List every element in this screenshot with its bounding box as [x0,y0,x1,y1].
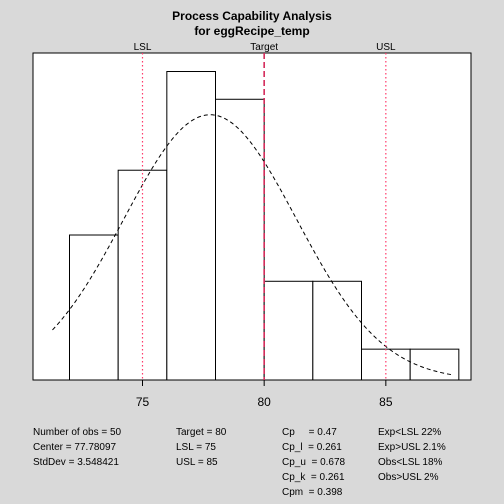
histogram-bar [69,234,119,381]
normal-density-curve [52,114,452,376]
histogram-bar [263,280,314,381]
spec-label-target: Target [250,42,278,53]
stat-line: Target = 80 [176,427,227,438]
chart-title: Process Capability Analysis [172,9,332,23]
stat-line: Cpm = 0.398 [282,487,343,498]
x-tick-label: 85 [379,395,393,409]
x-tick-label: 80 [257,395,271,409]
stat-line: Exp>USL 2.1% [378,442,446,453]
stat-line: Cp_l = 0.261 [282,442,342,453]
stat-line: Obs<LSL 18% [378,457,443,468]
spec-lines-layer: LSL Target USL [134,42,396,380]
stat-line: StdDev = 3.548421 [33,457,119,468]
histogram-bar [215,98,265,381]
histogram-bar [409,348,460,381]
stat-line: Cp = 0.47 [282,427,337,438]
stat-line: Cp_u = 0.678 [282,457,346,468]
stat-line: USL = 85 [176,457,218,468]
stat-line: Exp<LSL 22% [378,427,441,438]
chart-subtitle: for eggRecipe_temp [194,24,309,38]
histogram-bar [312,280,363,381]
normal-curve-layer [52,114,452,376]
stat-line: Obs>USL 2% [378,472,439,483]
x-tick-label: 75 [136,395,150,409]
stat-line: Number of obs = 50 [33,427,122,438]
spec-label-usl: USL [376,42,396,53]
stat-line: LSL = 75 [176,442,216,453]
spec-label-lsl: LSL [134,42,152,53]
x-axis: 75 80 85 [136,380,393,409]
histogram-bar [166,71,216,381]
stat-line: Center = 77.78097 [33,442,117,453]
summary-statistics: Number of obs = 50 Center = 77.78097 StdDe… [33,427,446,498]
stat-line: Cp_k = 0.261 [282,472,345,483]
